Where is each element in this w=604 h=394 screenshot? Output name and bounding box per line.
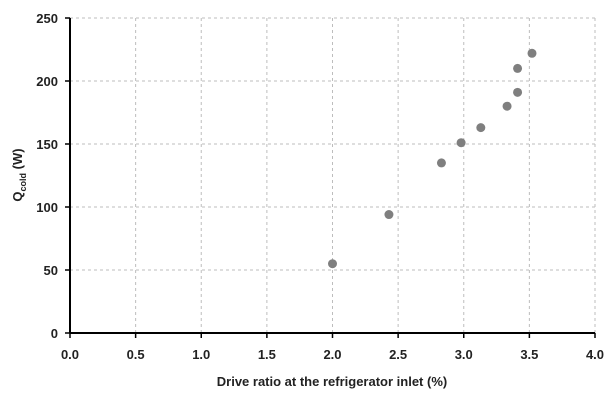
x-tick-label: 1.0 [192,347,210,362]
y-tick-group: 0 50 100 150 200 250 [36,11,70,341]
data-point [456,138,466,148]
x-axis-title: Drive ratio at the refrigerator inlet (%… [217,374,447,389]
data-point [476,123,486,133]
y-tick-label: 0 [51,326,58,341]
data-point [328,259,337,269]
grid [70,17,596,333]
y-tick-label: 150 [36,137,58,152]
y-tick-label: 50 [44,263,58,278]
x-tick-label: 2.5 [389,347,407,362]
data-point [513,87,523,97]
y-axis-title: Qcold (W) [10,148,28,201]
x-tick-group: 0.0 0.5 1.0 1.5 2.0 2.5 3.0 3.5 4.0 [61,333,604,362]
y-axis-title-main: Q [10,191,25,201]
data-point [513,63,523,73]
x-tick-label: 2.0 [323,347,341,362]
x-tick-label: 3.5 [520,347,538,362]
data-point [527,48,537,58]
data-points [328,48,537,269]
y-tick-label: 200 [36,74,58,89]
y-tick-label: 250 [36,11,58,26]
data-point [502,101,512,111]
data-point [436,158,446,168]
y-axis-title-unit: (W) [10,148,25,173]
x-tick-label: 0.0 [61,347,79,362]
x-tick-label: 1.5 [258,347,276,362]
y-tick-label: 100 [36,200,58,215]
x-tick-label: 0.5 [127,347,145,362]
data-point [384,210,394,220]
y-axis-title-subscript: cold [18,173,28,192]
x-tick-label: 3.0 [455,347,473,362]
x-tick-label: 4.0 [586,347,604,362]
